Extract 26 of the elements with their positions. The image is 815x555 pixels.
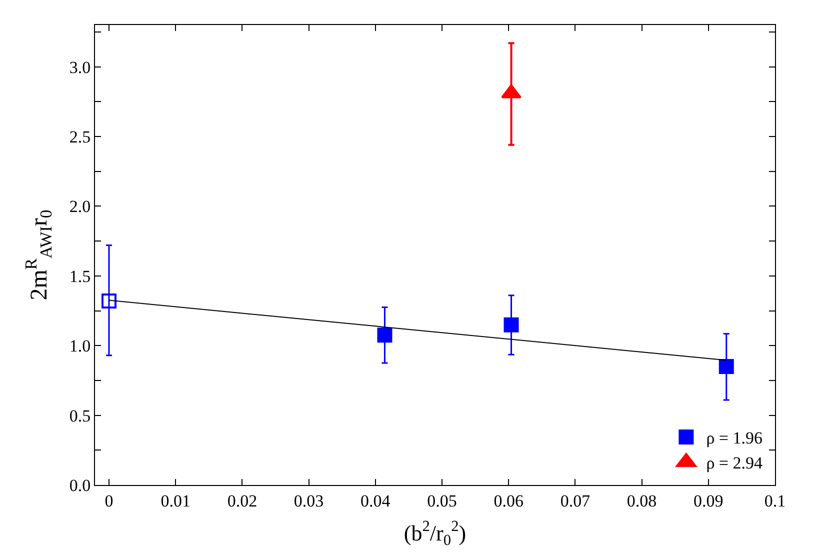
legend-label: ρ = 1.96 xyxy=(706,428,763,448)
point xyxy=(377,328,392,343)
y-tick-label: 3.0 xyxy=(69,58,91,77)
y-tick-label: 0.0 xyxy=(69,476,91,495)
y-tick-label: 0.5 xyxy=(69,406,91,426)
x-tick-label: 0.03 xyxy=(294,491,324,510)
y-tick-label: 2.5 xyxy=(69,127,91,146)
point xyxy=(501,84,522,98)
point xyxy=(718,359,734,374)
point xyxy=(101,294,116,308)
x-tick-label: 0.1 xyxy=(764,491,786,510)
legend-label: ρ = 2.94 xyxy=(706,454,764,473)
x-tick-label: 0.06 xyxy=(494,491,524,510)
x-tick-label: 0.05 xyxy=(427,491,457,510)
y-tick-label: 1.0 xyxy=(69,336,91,356)
x-tick-label: 0.04 xyxy=(360,491,391,510)
x-tick-label: 0.07 xyxy=(560,491,591,510)
x-tick-label: 0.08 xyxy=(626,491,657,510)
x-tick-label: 0 xyxy=(104,491,114,510)
y-tick-label: 2.0 xyxy=(69,197,91,216)
x-tick-label: 0.01 xyxy=(160,491,190,510)
x-tick-label: 0.09 xyxy=(694,491,724,510)
x-axis-title: (b$^{2}$/r$_{0}$$^{2}$) xyxy=(404,518,466,549)
point xyxy=(504,317,519,332)
y-tick-label: 1.5 xyxy=(69,266,91,286)
x-tick-label: 0.02 xyxy=(227,491,258,510)
